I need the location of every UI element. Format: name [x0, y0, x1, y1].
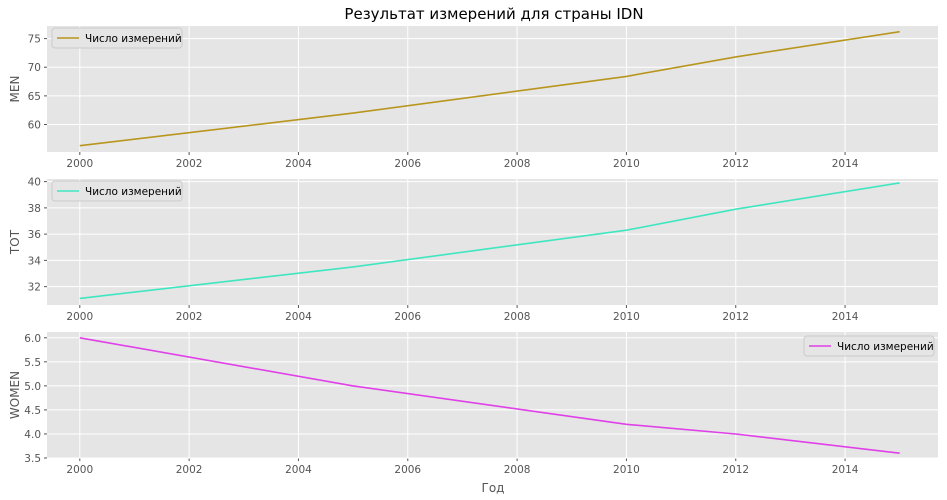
- legend-label: Число измерений: [85, 186, 182, 198]
- x-tick-label: 2012: [722, 464, 749, 476]
- x-tick-label: 2014: [832, 158, 859, 170]
- x-tick-label: 2010: [613, 464, 640, 476]
- legend-box: [51, 27, 183, 49]
- x-tick-label: 2008: [504, 158, 531, 170]
- series-line: [79, 182, 900, 300]
- legend-box: [51, 180, 183, 202]
- y-tick-label: 65: [28, 91, 41, 103]
- chart-panels: 2000 2002 2004 2006 2008 2010 2012 2014 60 65 70 75…: [8, 26, 938, 476]
- x-tick-label: 2012: [722, 311, 749, 323]
- x-tick-label: 2002: [176, 158, 203, 170]
- y-axis-label: MEN: [8, 76, 22, 103]
- x-tick-label: 2000: [66, 464, 93, 476]
- x-tick-label: 2006: [394, 158, 421, 170]
- x-tick-label: 2008: [504, 464, 531, 476]
- y-tick-label: 75: [28, 34, 41, 46]
- x-tick-label: 2014: [832, 464, 859, 476]
- legend: Число измерений: [803, 335, 935, 357]
- y-tick-label: 36: [28, 229, 42, 241]
- y-tick-label: 5.0: [24, 381, 41, 393]
- y-tick-label: 3.5: [24, 453, 41, 465]
- x-tick-label: 2008: [504, 311, 531, 323]
- x-tick-label: 2012: [722, 158, 749, 170]
- y-tick-label: 32: [28, 282, 41, 294]
- y-tick-label: 4.5: [24, 405, 41, 417]
- chart-panel-tot: 2000 2002 2004 2006 2008 2010 2012 2014 32 34 36 38…: [8, 177, 938, 323]
- chart-title: Результат измерений для страны IDN: [344, 5, 643, 23]
- y-tick-label: 5.5: [24, 357, 41, 369]
- y-tick-label: 60: [28, 120, 41, 132]
- y-tick-label: 38: [28, 203, 41, 215]
- legend: Число измерений: [51, 27, 183, 49]
- x-tick-label: 2004: [285, 158, 312, 170]
- x-tick-label: 2002: [176, 311, 203, 323]
- chart-panel-men: 2000 2002 2004 2006 2008 2010 2012 2014 60 65 70 75…: [8, 26, 938, 170]
- x-tick-label: 2002: [176, 464, 203, 476]
- x-axis-label: Год: [482, 481, 505, 495]
- x-tick-label: 2000: [66, 158, 93, 170]
- x-tick-label: 2004: [285, 311, 312, 323]
- y-tick-label: 6.0: [24, 333, 41, 345]
- y-tick-label: 70: [28, 62, 41, 74]
- y-axis-label: WOMEN: [8, 371, 22, 419]
- series-line: [79, 30, 900, 147]
- legend-label: Число измерений: [837, 341, 934, 353]
- x-tick-label: 2006: [394, 464, 421, 476]
- y-tick-label: 40: [28, 177, 41, 189]
- y-axis-label: TOT: [8, 229, 22, 255]
- x-tick-label: 2004: [285, 464, 312, 476]
- chart-panel-women: 2000 2002 2004 2006 2008 2010 2012 2014 3.5 4.0 4.…: [8, 332, 938, 476]
- plot-area: [47, 332, 938, 458]
- y-tick-label: 4.0: [24, 429, 41, 441]
- x-tick-label: 2000: [66, 311, 93, 323]
- legend-label: Число измерений: [85, 33, 182, 45]
- y-tick-label: 34: [28, 255, 42, 267]
- series-line: [79, 337, 900, 454]
- x-tick-label: 2006: [394, 311, 421, 323]
- x-tick-label: 2010: [613, 158, 640, 170]
- x-tick-label: 2014: [832, 311, 859, 323]
- x-tick-label: 2010: [613, 311, 640, 323]
- legend-box: [803, 335, 935, 357]
- legend: Число измерений: [51, 180, 183, 202]
- plot-area: [47, 26, 938, 152]
